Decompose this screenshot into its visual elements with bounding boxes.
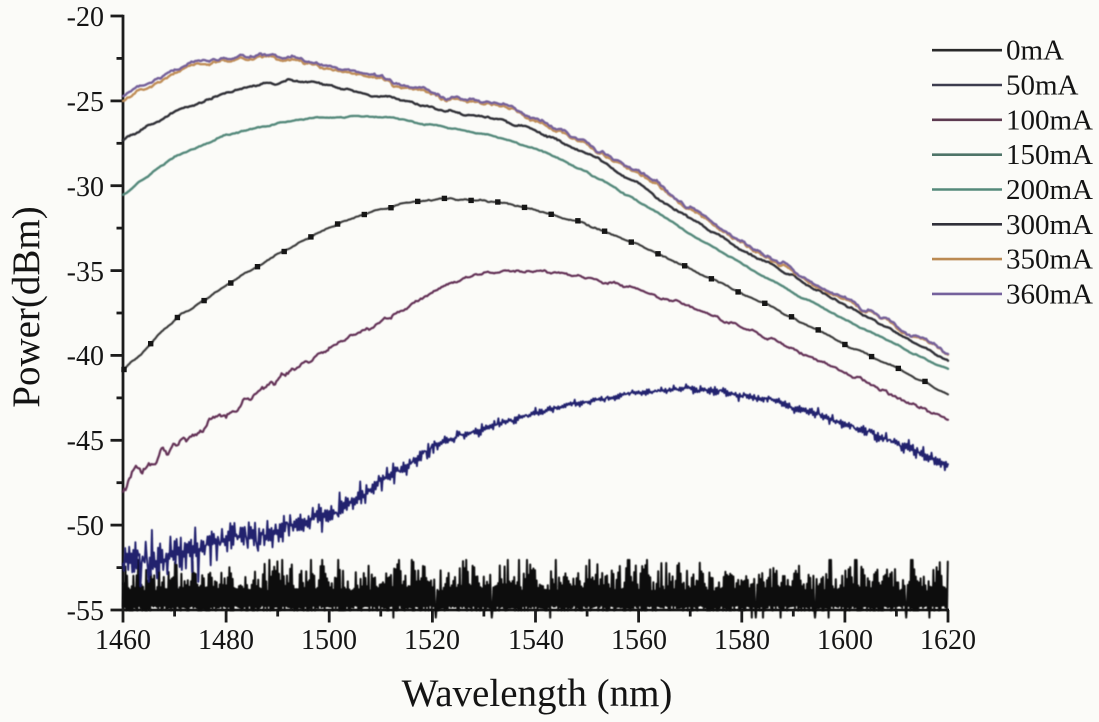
svg-text:-20: -20	[67, 2, 104, 33]
svg-text:-40: -40	[67, 341, 104, 372]
svg-text:50mA: 50mA	[1006, 70, 1079, 102]
svg-text:150mA: 150mA	[1006, 139, 1093, 171]
svg-text:360mA: 360mA	[1006, 278, 1093, 310]
svg-text:1560: 1560	[611, 625, 667, 656]
svg-text:350mA: 350mA	[1006, 244, 1093, 276]
svg-text:300mA: 300mA	[1006, 209, 1093, 241]
svg-text:0mA: 0mA	[1006, 35, 1064, 67]
svg-text:-30: -30	[67, 172, 104, 203]
svg-text:1500: 1500	[301, 625, 357, 656]
svg-text:1620: 1620	[920, 625, 976, 656]
svg-text:-45: -45	[67, 426, 104, 457]
svg-text:-55: -55	[67, 596, 104, 627]
svg-text:1600: 1600	[817, 625, 873, 656]
svg-text:1540: 1540	[508, 625, 564, 656]
svg-text:1480: 1480	[198, 625, 254, 656]
svg-text:-25: -25	[67, 87, 104, 118]
svg-text:100mA: 100mA	[1006, 104, 1093, 136]
svg-text:1460: 1460	[95, 625, 151, 656]
svg-text:1580: 1580	[714, 625, 770, 656]
svg-text:200mA: 200mA	[1006, 174, 1093, 206]
svg-text:-35: -35	[67, 257, 104, 288]
svg-text:Wavelength (nm): Wavelength (nm)	[402, 672, 673, 715]
svg-text:1520: 1520	[404, 625, 460, 656]
svg-text:-50: -50	[67, 511, 104, 542]
svg-text:Power(dBm): Power(dBm)	[5, 206, 48, 407]
